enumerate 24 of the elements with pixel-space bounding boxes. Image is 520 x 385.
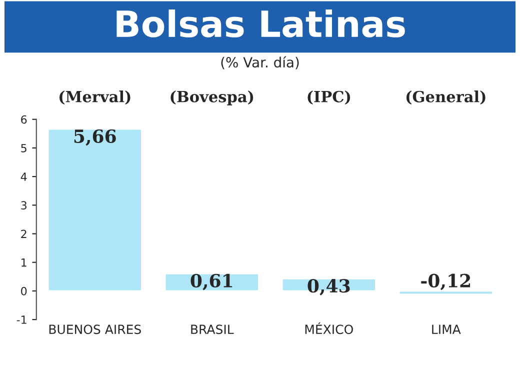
y-tick-label: 5 <box>21 144 26 152</box>
y-tick-label: -1 <box>16 316 26 324</box>
y-tick-label: 6 <box>21 115 27 124</box>
x-tick-label: BRASIL <box>191 324 234 334</box>
y-tick-label: 2 <box>21 230 26 238</box>
bar <box>47 128 142 292</box>
chart-title: Bolsas Latinas <box>116 9 405 38</box>
text: (General) <box>406 90 486 105</box>
text: (Bovespa) <box>170 90 254 106</box>
y-tick-label: 3 <box>21 201 26 210</box>
x-tick-label: LIMA <box>432 324 461 334</box>
data-label: 5,66 <box>74 129 116 146</box>
data-label: -0,12 <box>421 274 470 290</box>
text: (Merval) <box>59 90 130 105</box>
bar <box>398 290 494 296</box>
data-label: 0,61 <box>190 274 232 290</box>
y-tick-label: 4 <box>20 172 27 181</box>
y-tick-label: 0 <box>21 286 27 296</box>
text: (IPC) <box>308 90 350 105</box>
x-tick-label: BUENOS AIRES <box>49 324 141 334</box>
x-tick-label: MÉXICO <box>305 322 353 334</box>
data-label: 0,43 <box>308 278 350 296</box>
y-tick-label: 1 <box>22 258 26 267</box>
chart-subtitle: (% Var. día) <box>221 56 299 70</box>
